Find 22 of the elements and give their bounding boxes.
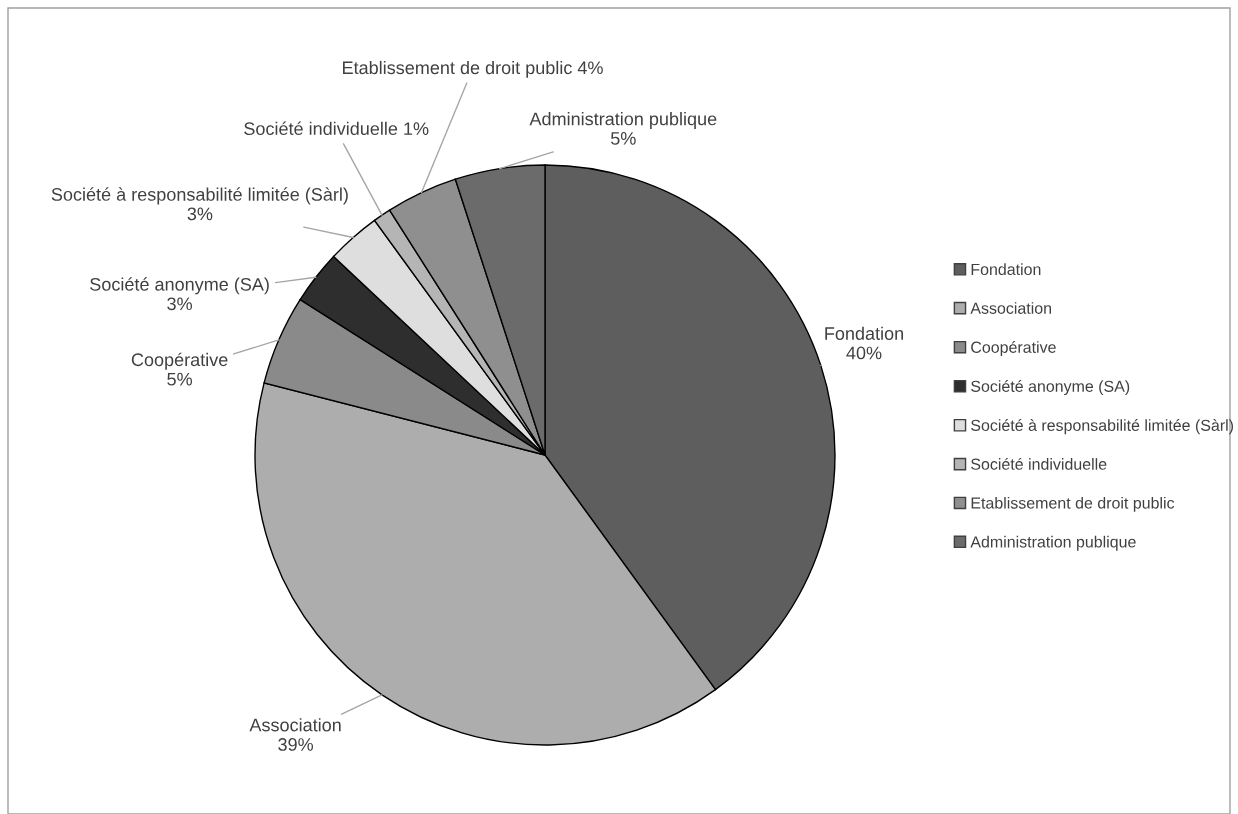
category-label: Société individuelle 1% (244, 121, 429, 136)
data-label: 5% (610, 132, 636, 145)
data-label: 3% (167, 297, 193, 311)
slice-label: Coopérative (131, 352, 228, 370)
legend-label: Société individuelle (971, 457, 1107, 470)
category-label: Etablissement de droit public 4% (343, 60, 603, 78)
legend-label: Etablissement de droit public (971, 496, 1175, 512)
data-label: 39% (278, 738, 314, 751)
data-label: 5% (167, 372, 193, 386)
legend-label: Administration publique (970, 535, 1136, 551)
legend-label: Société à responsabilité limitée (Sàrl) (971, 419, 1234, 435)
legend-label: Coopérative (971, 341, 1056, 357)
slice-label: Association (249, 718, 341, 732)
data-label: 3% (187, 207, 213, 221)
slice-label: Société anonyme (SA) (90, 277, 269, 295)
legend-label: Fondation (971, 263, 1041, 276)
legend-label: Association (970, 302, 1051, 314)
legend-label: Société anonyme (SA) (971, 380, 1130, 396)
data-label: 40% (846, 346, 882, 360)
slice-label: Fondation (825, 326, 903, 340)
slice-label: Administration publique (529, 112, 717, 129)
slice-label: Société à responsabilité limitée (Sàrl) (51, 187, 348, 205)
